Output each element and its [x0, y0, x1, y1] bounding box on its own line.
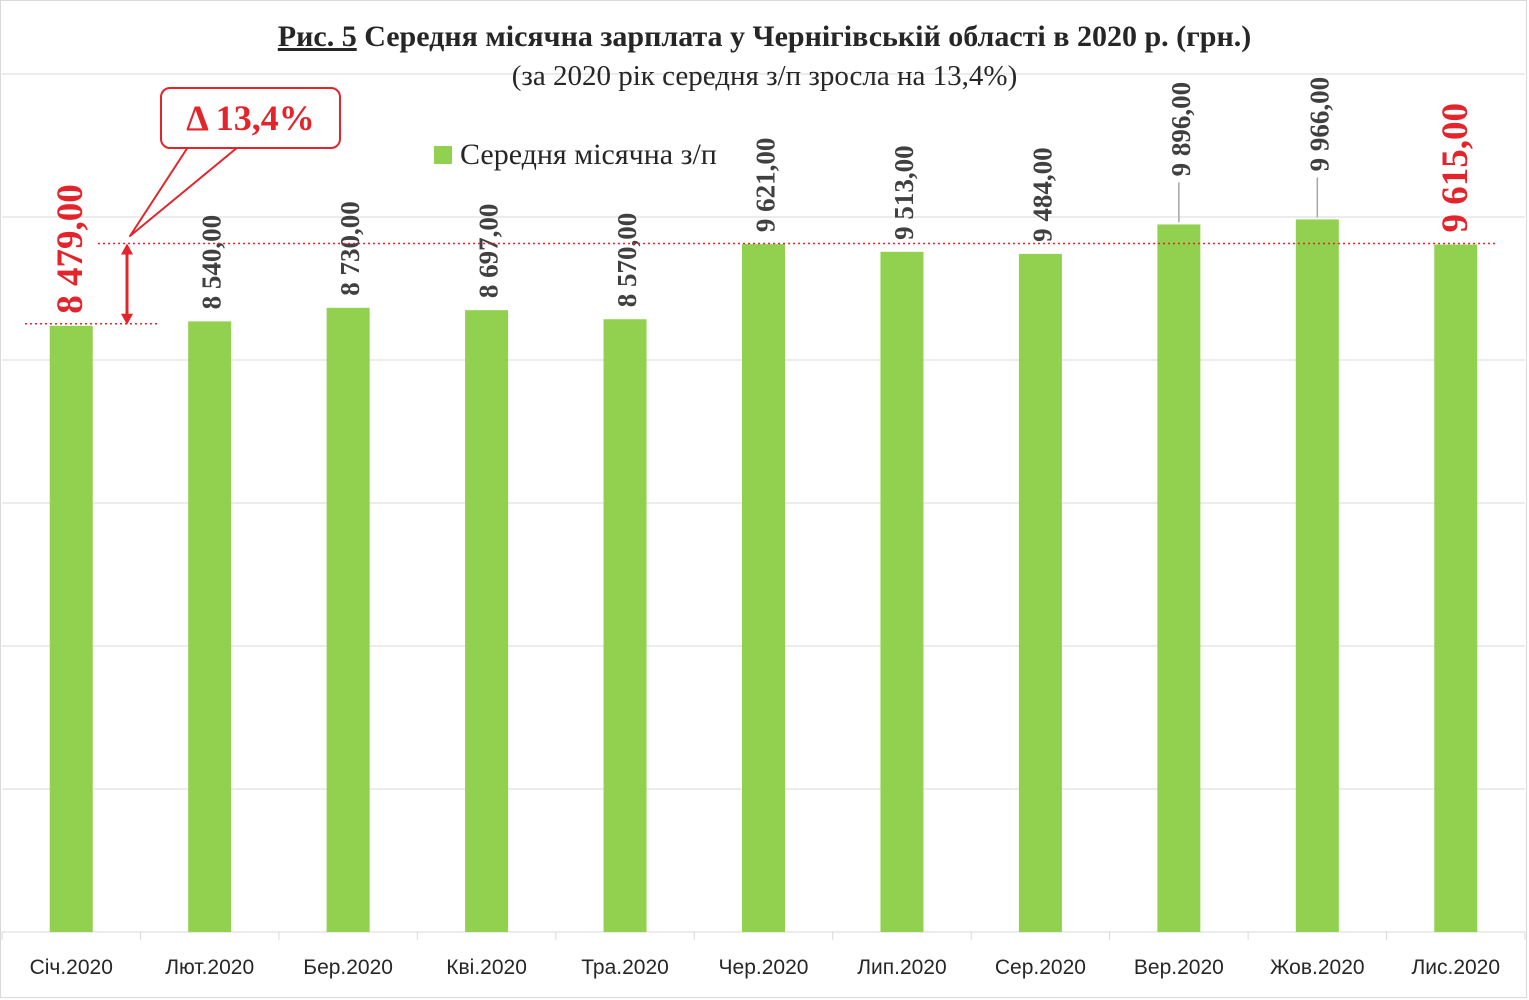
- legend-label: Середня місячна з/п: [460, 138, 717, 171]
- bar: [1295, 219, 1339, 932]
- bar: [465, 310, 509, 932]
- data-label: 8 570,00: [612, 213, 642, 308]
- bar: [1434, 244, 1478, 933]
- x-tick-label: Лют.2020: [165, 956, 254, 979]
- bar: [1157, 224, 1201, 932]
- data-label: 8 540,00: [197, 215, 227, 310]
- data-label: 8 479,00: [50, 184, 91, 314]
- data-label: 8 730,00: [335, 201, 365, 296]
- legend-swatch: [434, 146, 452, 164]
- data-label: 9 621,00: [751, 138, 781, 233]
- x-tick-label: Жов.2020: [1270, 956, 1365, 979]
- bar: [603, 319, 647, 932]
- x-tick-label: Січ.2020: [30, 956, 113, 979]
- bar: [880, 251, 924, 932]
- legend: Середня місячна з/п: [434, 138, 717, 172]
- x-tick-label: Лис.2020: [1411, 956, 1500, 979]
- bar: [742, 244, 785, 932]
- x-tick-label: Чер.2020: [719, 956, 809, 979]
- chart-title-text: Середня місячна зарплата у Чернігівській…: [364, 20, 1252, 53]
- figure-ref: Рис. 5: [277, 20, 357, 53]
- data-label: 9 966,00: [1304, 77, 1334, 172]
- chart-subtitle: (за 2020 рік середня з/п зросла на 13,4%…: [511, 60, 1018, 92]
- data-label: 9 513,00: [889, 145, 919, 240]
- data-label: 9 896,00: [1166, 82, 1196, 177]
- x-tick-label: Сер.2020: [995, 956, 1086, 979]
- bar: [1018, 253, 1062, 933]
- x-tick-label: Кві.2020: [446, 956, 527, 979]
- x-tick-label: Лип.2020: [857, 956, 946, 979]
- x-tick-label: Бер.2020: [303, 956, 393, 979]
- delta-arrow-head: [121, 313, 133, 325]
- delta-arrow-head: [121, 243, 133, 255]
- data-label: 9 615,00: [1435, 103, 1476, 233]
- data-label: 8 697,00: [474, 204, 504, 299]
- bar: [49, 325, 93, 933]
- bar: [326, 307, 370, 932]
- x-tick-label: Тра.2020: [581, 956, 669, 979]
- data-label: 9 484,00: [1027, 147, 1057, 242]
- growth-callout: Δ 13,4%: [160, 87, 341, 149]
- x-tick-label: Вер.2020: [1134, 956, 1224, 979]
- bar: [188, 321, 232, 932]
- chart-title: Рис. 5 Середня місячна зарплата у Черніг…: [0, 20, 1529, 54]
